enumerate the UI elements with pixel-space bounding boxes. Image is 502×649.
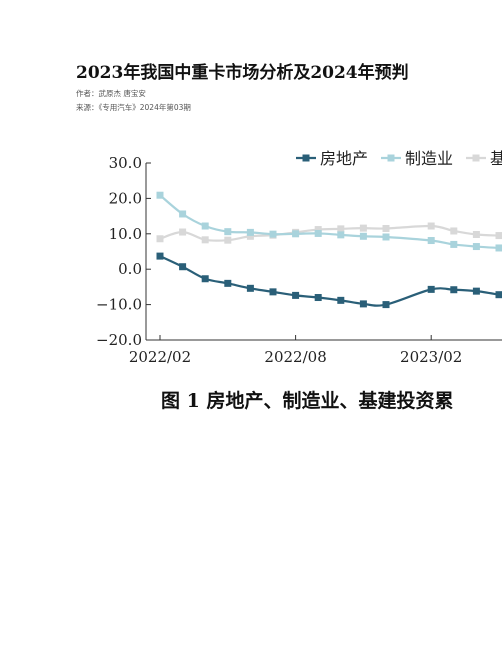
- data-point: [472, 243, 480, 251]
- chart-legend: 房地产 制造业 基: [296, 149, 502, 168]
- data-point: [156, 235, 164, 243]
- y-tick-label: 10.0: [109, 225, 142, 243]
- data-point: [427, 285, 435, 293]
- data-point: [495, 232, 502, 240]
- y-tick-label: 0.0: [118, 260, 142, 278]
- data-point: [224, 279, 232, 287]
- y-tick-label: −10.0: [96, 296, 142, 314]
- y-tick-label: −20.0: [96, 331, 142, 349]
- data-point: [495, 291, 502, 299]
- data-point: [427, 222, 435, 230]
- author-line: 作者：武原杰 唐宝安: [76, 89, 146, 98]
- legend-label: 房地产: [320, 149, 368, 168]
- y-tick-label: 20.0: [109, 189, 142, 207]
- data-point: [201, 236, 209, 244]
- data-point: [359, 232, 367, 240]
- data-point: [382, 301, 390, 309]
- data-point: [359, 224, 367, 232]
- chart-series: [156, 191, 502, 309]
- legend-swatch-marker: [387, 154, 395, 162]
- data-point: [201, 222, 209, 230]
- data-point: [179, 263, 187, 271]
- data-point: [314, 294, 322, 302]
- data-point: [314, 229, 322, 237]
- line-chart: 30.0 20.0 10.0 0.0 −10.0 −20.0 2022/02 2022/08…: [96, 149, 502, 366]
- data-point: [292, 291, 300, 299]
- data-point: [224, 236, 232, 244]
- series-line-1: [159, 255, 500, 307]
- data-point: [382, 224, 390, 232]
- data-point: [495, 244, 502, 252]
- y-tick-label: 30.0: [109, 154, 142, 172]
- source-line: 来源：《专用汽车》2024年第03期: [76, 103, 191, 112]
- data-point: [292, 230, 300, 238]
- data-point: [359, 300, 367, 308]
- data-point: [427, 237, 435, 245]
- data-point: [156, 252, 164, 260]
- x-tick-label: 2022/02: [129, 348, 191, 366]
- legend-swatch-marker: [302, 154, 310, 162]
- data-point: [450, 240, 458, 248]
- data-point: [337, 231, 345, 239]
- article-title: 2023年我国中重卡市场分析及2024年预判: [76, 63, 409, 83]
- data-point: [450, 227, 458, 235]
- data-point: [450, 286, 458, 294]
- data-point: [224, 228, 232, 236]
- data-point: [314, 226, 322, 234]
- x-tick-label: 2022/08: [264, 348, 326, 366]
- data-point: [472, 287, 480, 295]
- chart-axes: [145, 163, 502, 341]
- legend-label: 基: [490, 149, 502, 168]
- data-point: [246, 232, 254, 240]
- data-point: [179, 210, 187, 218]
- data-point: [269, 230, 277, 238]
- legend-swatch-marker: [472, 154, 480, 162]
- data-point: [269, 288, 277, 296]
- legend-label: 制造业: [405, 149, 453, 168]
- x-tick-label: 2023/02: [400, 348, 462, 366]
- data-point: [337, 296, 345, 304]
- data-point: [337, 225, 345, 233]
- figure-caption: 图 1 房地产、制造业、基建投资累: [161, 390, 454, 412]
- y-axis-ticks: 30.0 20.0 10.0 0.0 −10.0 −20.0: [96, 154, 151, 349]
- data-point: [246, 284, 254, 292]
- data-point: [246, 228, 254, 236]
- data-point: [382, 233, 390, 241]
- data-point: [179, 228, 187, 236]
- x-axis-ticks: 2022/02 2022/08 2023/02: [129, 335, 462, 366]
- data-point: [472, 231, 480, 239]
- data-point: [201, 275, 209, 283]
- data-point: [156, 191, 164, 199]
